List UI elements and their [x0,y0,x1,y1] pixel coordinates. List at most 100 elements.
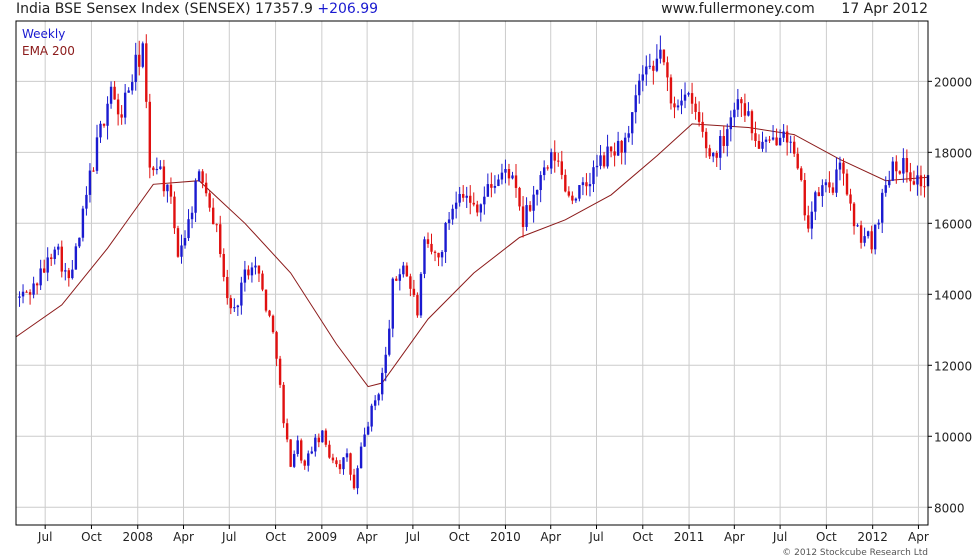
candle-body [620,140,623,153]
x-tick-label: Apr [357,530,378,544]
candle-body [585,182,588,187]
candle-body [433,251,437,253]
candle-body [356,468,359,489]
candle-body [138,54,141,67]
candle-body [254,265,257,268]
y-tick-label: 10000 [934,430,972,444]
x-tick-label: Jul [405,530,420,544]
candle-body [571,195,574,201]
candle-body [856,225,859,227]
candle-body [190,212,194,220]
candle-body [183,238,187,246]
candle-body [278,358,282,385]
candle-body [690,93,694,104]
candle-body [775,137,778,146]
candle-body [141,43,144,67]
candle-body [92,170,95,172]
candle-body [754,133,757,141]
candle-body [567,191,571,196]
candle-body [300,440,303,461]
candle-body [116,99,120,115]
candle-body [592,167,595,185]
legend-weekly: Weekly [22,27,66,41]
candle-body [405,265,409,277]
candle-body [282,384,285,424]
candle-body [342,457,345,470]
candle-body [99,123,102,138]
candle-body [388,328,391,355]
y-axis: 8000 10000 12000 14000 16000 18000 20000 [928,75,972,515]
x-tick-label: Oct [632,530,653,544]
candle-body [123,92,127,118]
candle-body [395,278,398,281]
candles-layer [18,34,930,495]
candle-body [828,182,831,188]
x-tick-label: Oct [449,530,470,544]
site-link[interactable]: www.fullermoney.com [661,1,815,17]
x-tick-label: Apr [724,530,745,544]
candle-body [504,169,507,173]
candle-body [652,65,655,71]
candle-body [852,203,856,227]
candle-body [648,65,652,67]
candle-body [102,123,106,126]
candle-body [159,166,162,169]
candle-body [25,291,28,293]
candle-body [708,148,711,157]
candle-body [733,109,736,118]
candle-body [416,295,419,316]
chart-header-right: www.fullermoney.com 17 Apr 2012 [661,1,928,17]
candle-body [792,141,796,154]
chart-title: India BSE Sensex Index (SENSEX) 17357.9 … [16,1,378,17]
candle-body [402,265,405,275]
candle-body [895,161,898,172]
candle-body [631,112,634,134]
candle-body [919,175,923,187]
candle-body [750,111,754,134]
candle-body [743,103,747,116]
candle-body [623,137,627,153]
candle-body [109,86,113,104]
candle-body [616,140,620,156]
candle-body [317,437,321,443]
candle-body [669,77,673,104]
candle-body [447,219,451,224]
candle-body [35,283,39,286]
y-tick-label: 12000 [934,359,972,373]
candle-body [511,175,514,179]
candle-body [352,474,356,489]
candle-body [472,202,475,205]
candle-body [859,225,863,243]
candle-body [162,166,166,192]
candle-body [831,187,835,193]
candle-body [842,162,845,174]
candle-body [476,204,479,213]
candle-body [257,265,261,274]
candle-body [845,173,849,195]
candle-body [60,246,63,272]
candle-body [243,269,247,283]
candle-body [666,62,669,78]
candle-body [687,93,690,95]
candle-body [321,430,324,443]
candle-body [296,440,299,454]
y-tick-label: 14000 [934,288,972,302]
candle-body [817,192,821,197]
candle-body [916,175,919,185]
candle-body [261,273,264,290]
candle-body [676,105,680,108]
candle-body [74,246,78,270]
price-change: +206.99 [317,1,379,17]
candle-body [768,139,771,141]
x-tick-label: Apr [540,530,561,544]
candle-body [247,269,250,276]
candle-body [331,457,335,461]
candle-body [659,49,662,59]
candle-body [120,114,123,118]
candle-body [923,186,926,188]
candle-body [197,171,201,182]
candle-body [849,194,852,204]
candle-body [131,82,134,91]
candle-body [275,332,278,359]
candle-body [444,223,447,253]
